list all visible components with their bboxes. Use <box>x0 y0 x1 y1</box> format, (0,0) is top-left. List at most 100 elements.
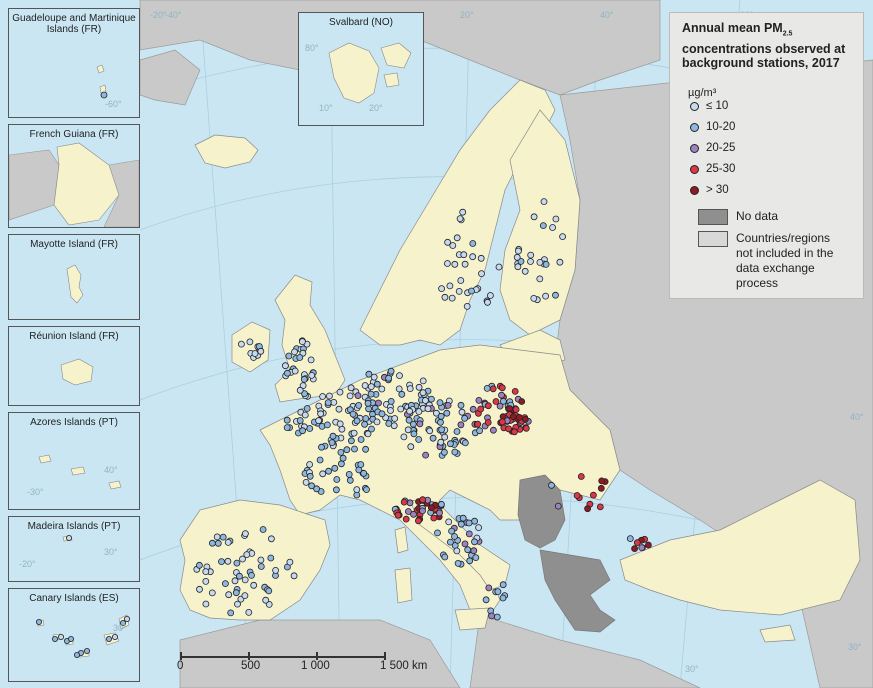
station-marker <box>291 348 298 356</box>
station-marker <box>631 545 638 552</box>
station-marker <box>597 484 605 492</box>
station-marker <box>484 419 492 426</box>
station-marker <box>325 467 333 475</box>
station-marker <box>475 524 483 531</box>
station-marker <box>475 396 483 404</box>
station-marker <box>337 448 345 456</box>
station-marker <box>456 215 464 223</box>
station-marker <box>296 386 304 394</box>
station-marker <box>405 416 413 424</box>
station-marker <box>250 581 258 589</box>
station-marker <box>290 572 298 580</box>
station-marker <box>457 421 465 429</box>
station-marker <box>325 392 333 400</box>
station-marker <box>437 438 445 446</box>
station-marker <box>329 432 337 440</box>
station-marker <box>459 208 467 216</box>
station-marker <box>445 518 453 526</box>
station-marker <box>298 338 306 346</box>
station-marker <box>357 436 365 443</box>
station-marker <box>400 498 408 506</box>
station-marker <box>360 469 368 477</box>
station-marker <box>378 410 386 418</box>
station-marker <box>444 238 452 246</box>
station-marker <box>248 572 255 579</box>
station-marker <box>466 557 474 565</box>
station-marker <box>596 503 604 511</box>
inset-title: Madeira Islands (PT) <box>27 521 121 532</box>
station-marker <box>451 260 459 268</box>
svg-text:40°: 40° <box>850 412 864 422</box>
station-marker <box>470 547 478 555</box>
station-marker <box>465 530 473 538</box>
station-marker <box>404 426 412 434</box>
station-marker <box>598 477 606 485</box>
station-marker <box>506 405 514 412</box>
station-marker <box>296 354 304 361</box>
legend: Annual mean PM2.5 concentrations observe… <box>669 12 864 299</box>
station-marker <box>465 519 473 527</box>
station-marker <box>464 546 472 554</box>
station-marker <box>231 577 239 585</box>
station-marker <box>353 486 361 494</box>
station-marker <box>365 405 373 413</box>
station-marker <box>530 294 538 302</box>
station-marker <box>446 282 454 290</box>
station-marker <box>219 533 227 541</box>
station-marker <box>397 405 405 413</box>
station-marker <box>527 258 534 265</box>
scale-bar: 0 500 1 000 1 500 km <box>175 652 455 682</box>
station-marker <box>291 367 299 375</box>
station-marker <box>336 388 344 396</box>
station-marker <box>373 380 381 388</box>
station-marker <box>241 592 249 599</box>
svg-text:10°: 10° <box>319 103 333 113</box>
station-marker <box>307 356 315 364</box>
station-marker <box>233 559 241 567</box>
station-marker <box>458 408 466 416</box>
station-marker <box>489 426 497 434</box>
station-marker <box>351 445 358 453</box>
station-marker <box>349 410 357 418</box>
scale-tick <box>316 652 318 660</box>
station-marker <box>335 405 343 413</box>
station-marker <box>306 472 314 480</box>
station-marker <box>437 412 445 420</box>
station-marker <box>235 572 243 580</box>
inset-title: Svalbard (NO) <box>329 17 393 28</box>
legend-dot <box>690 186 699 195</box>
station-marker <box>573 492 581 499</box>
station-marker <box>530 213 538 221</box>
station-marker <box>406 385 414 393</box>
station-marker <box>419 507 426 515</box>
station-marker <box>333 476 341 483</box>
station-marker <box>469 240 477 247</box>
station-marker <box>499 594 507 602</box>
scale-line <box>180 656 385 658</box>
station-marker <box>227 609 235 617</box>
station-marker <box>486 292 494 299</box>
legend-unit: µg/m³ <box>688 87 717 99</box>
legend-label: 20-25 <box>706 142 736 154</box>
station-marker <box>208 589 216 597</box>
station-marker <box>559 233 566 241</box>
station-marker <box>398 390 406 398</box>
station-marker <box>237 340 245 348</box>
station-marker <box>436 399 444 407</box>
station-marker <box>245 609 253 616</box>
station-marker <box>457 520 465 528</box>
station-marker <box>548 481 555 489</box>
svg-text:20°: 20° <box>460 10 474 20</box>
scale-tick <box>180 652 182 660</box>
station-marker <box>410 430 418 438</box>
station-marker <box>196 585 203 593</box>
station-marker <box>483 384 491 392</box>
station-marker <box>438 285 446 293</box>
station-marker <box>283 416 291 424</box>
station-marker <box>498 391 505 399</box>
station-marker <box>395 385 403 393</box>
svg-text:30°: 30° <box>685 664 699 674</box>
station-marker <box>302 478 310 486</box>
station-marker <box>355 401 363 409</box>
station-marker <box>540 198 548 206</box>
